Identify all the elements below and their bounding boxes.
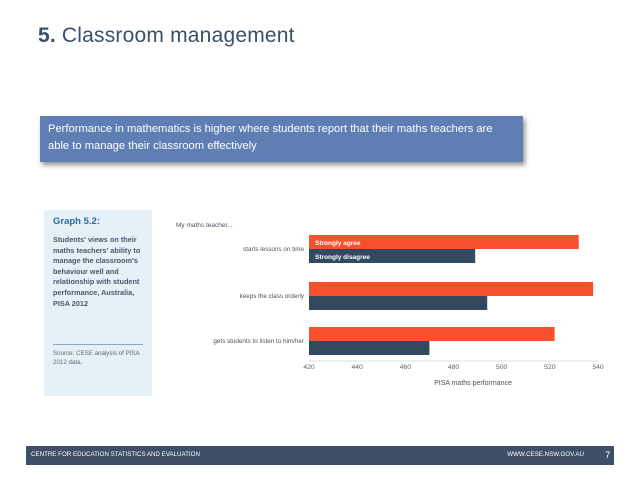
bar-strongly-agree [309, 235, 579, 249]
x-tick-label: 480 [448, 364, 460, 371]
graph-source: Source: CESE analysis of PISA 2012 data. [53, 350, 140, 366]
category-label: gets students to listen to him/her [213, 338, 304, 345]
category-label: starts lessons on time [243, 246, 304, 253]
section-number: 5. [38, 24, 56, 47]
graph-label: Graph 5.2: [53, 216, 100, 227]
page-number: 7 [605, 450, 611, 461]
bar-strongly-agree [309, 327, 555, 341]
performance-bar-chart: My maths teacher... starts lessons on tim… [176, 222, 604, 387]
chart-group-header: My maths teacher... [176, 222, 233, 229]
graph-description: Students' views on their maths teachers'… [53, 235, 141, 308]
x-axis-title: PISA maths performance [434, 380, 512, 387]
bar-strongly-disagree [309, 296, 488, 310]
x-tick-label: 440 [351, 364, 363, 371]
footer-website: WWW.CESE.NSW.GOV.AU [507, 451, 584, 458]
footer-organisation: CENTRE FOR EDUCATION STATISTICS AND EVAL… [31, 451, 200, 458]
footer-bar: CENTRE FOR EDUCATION STATISTICS AND EVAL… [26, 446, 614, 465]
x-tick-label: 520 [544, 364, 556, 371]
key-finding-banner: Performance in mathematics is higher whe… [40, 116, 523, 162]
legend-label: Strongly agree [315, 240, 361, 247]
x-tick-label: 420 [303, 364, 315, 371]
x-tick-label: 500 [496, 364, 508, 371]
x-tick-label: 460 [400, 364, 412, 371]
legend-label: Strongly disagree [315, 254, 370, 261]
slide-title: 5. Classroom management [38, 24, 295, 48]
graph-info-panel: Graph 5.2: Students' views on their math… [44, 210, 152, 396]
category-label: keeps the class orderly [240, 293, 305, 300]
bar-strongly-disagree [309, 341, 430, 355]
bar-strongly-disagree [309, 249, 476, 263]
panel-divider [53, 344, 143, 345]
x-tick-label: 540 [592, 364, 604, 371]
section-title: Classroom management [61, 24, 295, 47]
bar-strongly-agree [309, 282, 594, 296]
